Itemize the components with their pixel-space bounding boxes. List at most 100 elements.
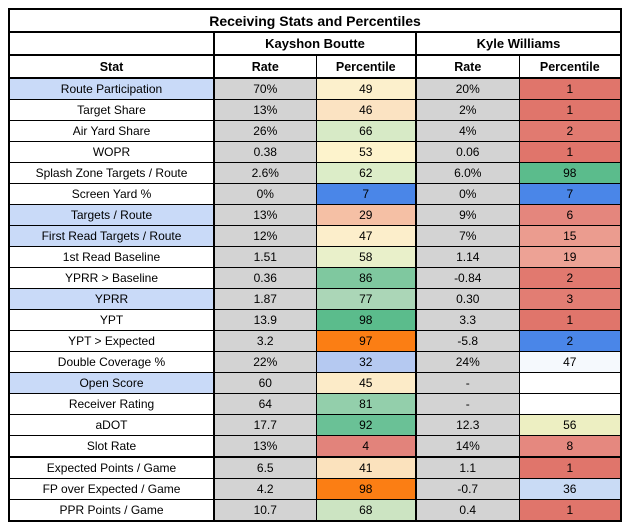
kb-rate-cell: 60 xyxy=(213,372,317,394)
kw-percentile-cell: 2 xyxy=(518,330,622,352)
kw-rate-cell: 24% xyxy=(415,351,520,373)
stat-name-cell: Open Score xyxy=(8,372,215,394)
stat-name-cell: YPRR xyxy=(8,288,215,310)
stat-name-cell: Route Participation xyxy=(8,77,215,100)
kw-rate-cell: 6.0% xyxy=(415,162,520,184)
table-row: Splash Zone Targets / Route 2.6% 62 6.0% 98 xyxy=(8,162,622,184)
table-row: First Read Targets / Route 12% 47 7% 15 xyxy=(8,225,622,247)
table-row: Targets / Route 13% 29 9% 6 xyxy=(8,204,622,226)
kb-rate-cell: 70% xyxy=(213,77,317,100)
stat-name-cell: Splash Zone Targets / Route xyxy=(8,162,215,184)
kb-rate-cell: 13% xyxy=(213,435,317,458)
kb-percentile-cell: 97 xyxy=(315,330,417,352)
kw-percentile-cell: 7 xyxy=(518,183,622,205)
kw-rate-cell: 1.14 xyxy=(415,246,520,268)
table-row: YPT 13.9 98 3.3 1 xyxy=(8,309,622,331)
kb-rate-cell: 1.87 xyxy=(213,288,317,310)
column-header-kw-rate: Rate xyxy=(415,54,520,79)
column-header-row: Stat Rate Percentile Rate Percentile xyxy=(8,54,622,79)
table-title-row: Receiving Stats and Percentiles xyxy=(8,8,622,33)
kw-rate-cell: 7% xyxy=(415,225,520,247)
kb-rate-cell: 1.51 xyxy=(213,246,317,268)
table-row: Double Coverage % 22% 32 24% 47 xyxy=(8,351,622,373)
kw-rate-cell: 3.3 xyxy=(415,309,520,331)
kw-percentile-cell: 3 xyxy=(518,288,622,310)
stat-name-cell: Slot Rate xyxy=(8,435,215,458)
kw-percentile-cell: 15 xyxy=(518,225,622,247)
kb-percentile-cell: 41 xyxy=(315,456,417,479)
kw-rate-cell: 2% xyxy=(415,99,520,121)
stat-name-cell: Targets / Route xyxy=(8,204,215,226)
stat-name-cell: YPRR > Baseline xyxy=(8,267,215,289)
kb-rate-cell: 12% xyxy=(213,225,317,247)
kw-percentile-cell: 19 xyxy=(518,246,622,268)
kw-rate-cell: 0.30 xyxy=(415,288,520,310)
kb-percentile-cell: 81 xyxy=(315,393,417,415)
table-row: Open Score 60 45- xyxy=(8,372,622,394)
kw-percentile-cell: 1 xyxy=(518,309,622,331)
column-header-stat: Stat xyxy=(8,54,215,79)
stat-name-cell: Double Coverage % xyxy=(8,351,215,373)
kb-percentile-cell: 53 xyxy=(315,141,417,163)
kb-rate-cell: 0.36 xyxy=(213,267,317,289)
table-row: Screen Yard % 0% 7 0% 7 xyxy=(8,183,622,205)
table-row: FP over Expected / Game 4.2 98 -0.7 36 xyxy=(8,478,622,500)
kb-rate-cell: 13% xyxy=(213,204,317,226)
kw-rate-cell: 12.3 xyxy=(415,414,520,436)
kb-rate-cell: 22% xyxy=(213,351,317,373)
kb-rate-cell: 10.7 xyxy=(213,499,317,522)
kb-percentile-cell: 98 xyxy=(315,478,417,500)
kw-percentile-cell: 1 xyxy=(518,77,622,100)
stat-name-cell: WOPR xyxy=(8,141,215,163)
kw-percentile-cell xyxy=(518,393,622,415)
kb-rate-cell: 3.2 xyxy=(213,330,317,352)
kb-percentile-cell: 92 xyxy=(315,414,417,436)
table-row: YPT > Expected 3.2 97 -5.8 2 xyxy=(8,330,622,352)
kb-percentile-cell: 7 xyxy=(315,183,417,205)
column-header-kw-percentile: Percentile xyxy=(518,54,622,79)
stat-name-cell: YPT > Expected xyxy=(8,330,215,352)
kb-percentile-cell: 32 xyxy=(315,351,417,373)
kw-percentile-cell: 1 xyxy=(518,141,622,163)
kw-rate-cell: - xyxy=(415,393,520,415)
kw-rate-cell: -0.84 xyxy=(415,267,520,289)
kw-rate-cell: 14% xyxy=(415,435,520,458)
stat-name-cell: 1st Read Baseline xyxy=(8,246,215,268)
player-name-kayshon-boutte: Kayshon Boutte xyxy=(213,31,417,56)
kb-percentile-cell: 68 xyxy=(315,499,417,522)
column-header-kb-percentile: Percentile xyxy=(315,54,417,79)
kb-rate-cell: 0.38 xyxy=(213,141,317,163)
kw-rate-cell: 0% xyxy=(415,183,520,205)
kw-percentile-cell: 8 xyxy=(518,435,622,458)
kw-rate-cell: 20% xyxy=(415,77,520,100)
player-name-kyle-williams: Kyle Williams xyxy=(415,31,622,56)
kw-percentile-cell: 2 xyxy=(518,267,622,289)
kb-rate-cell: 6.5 xyxy=(213,456,317,479)
stat-name-cell: First Read Targets / Route xyxy=(8,225,215,247)
kb-percentile-cell: 49 xyxy=(315,77,417,100)
table-row: 1st Read Baseline 1.51 58 1.14 19 xyxy=(8,246,622,268)
kb-percentile-cell: 4 xyxy=(315,435,417,458)
table-row: Expected Points / Game 6.5 41 1.1 1 xyxy=(8,456,622,479)
table-row: Air Yard Share 26% 66 4% 2 xyxy=(8,120,622,142)
kb-percentile-cell: 58 xyxy=(315,246,417,268)
kb-percentile-cell: 66 xyxy=(315,120,417,142)
kw-percentile-cell: 1 xyxy=(518,499,622,522)
kb-percentile-cell: 77 xyxy=(315,288,417,310)
stat-name-cell: Air Yard Share xyxy=(8,120,215,142)
table-row: Route Participation 70% 49 20% 1 xyxy=(8,77,622,100)
kw-rate-cell: 1.1 xyxy=(415,456,520,479)
kb-rate-cell: 17.7 xyxy=(213,414,317,436)
kb-rate-cell: 0% xyxy=(213,183,317,205)
kb-percentile-cell: 29 xyxy=(315,204,417,226)
table-row: Receiver Rating 64 81- xyxy=(8,393,622,415)
kw-rate-cell: 0.06 xyxy=(415,141,520,163)
kw-percentile-cell: 1 xyxy=(518,456,622,479)
kw-percentile-cell: 6 xyxy=(518,204,622,226)
kw-percentile-cell: 1 xyxy=(518,99,622,121)
player-header-row: Kayshon Boutte Kyle Williams xyxy=(8,31,622,56)
kb-percentile-cell: 45 xyxy=(315,372,417,394)
kb-percentile-cell: 47 xyxy=(315,225,417,247)
kb-rate-cell: 4.2 xyxy=(213,478,317,500)
table-row: PPR Points / Game 10.7 68 0.4 1 xyxy=(8,499,622,522)
